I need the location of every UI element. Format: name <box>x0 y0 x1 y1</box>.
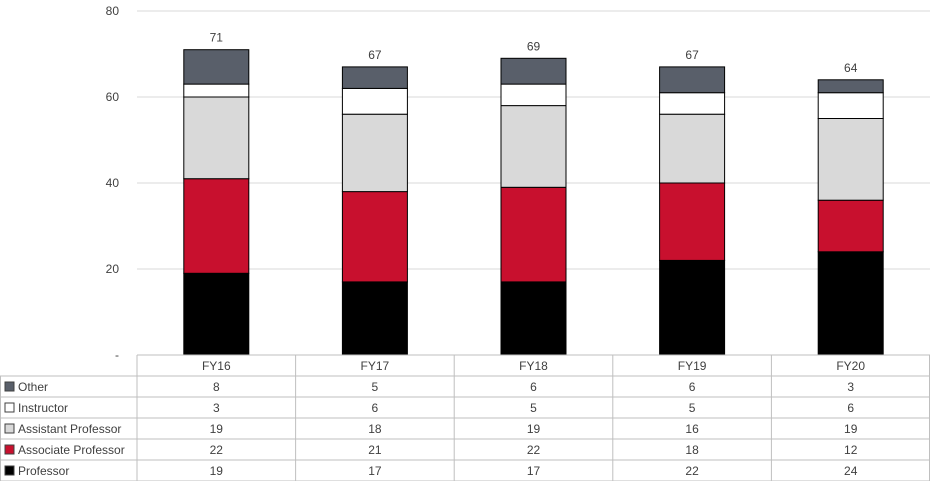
bars <box>183 49 884 356</box>
total-label-fy18: 69 <box>527 39 541 53</box>
table-cell-professor-fy18: 17 <box>527 464 541 478</box>
bar-professor-fy16 <box>183 272 250 356</box>
bar-professor-fy17 <box>341 281 408 356</box>
total-labels: 71 67 69 67 64 <box>210 31 858 75</box>
bar-assistant-professor-fy18 <box>500 105 567 188</box>
y-tick-label: 40 <box>106 176 120 190</box>
bar-associate-professor-fy16 <box>183 178 250 274</box>
bar-associate-professor-fy19 <box>659 182 726 261</box>
table-cell-assistant-professor-fy20: 19 <box>844 422 858 436</box>
x-category-label-fy16: FY16 <box>202 359 231 373</box>
x-category-label-fy18: FY18 <box>519 359 548 373</box>
table-cell-other-fy20: 3 <box>847 380 854 394</box>
x-category-label-fy19: FY19 <box>678 359 707 373</box>
legend-label-assistant-professor: Assistant Professor <box>18 422 121 436</box>
table-cell-associate-professor-fy16: 22 <box>210 443 224 457</box>
table-cell-other-fy19: 6 <box>689 380 696 394</box>
table-cell-professor-fy16: 19 <box>210 464 224 478</box>
table-cell-professor-fy17: 17 <box>368 464 382 478</box>
bar-instructor-fy16 <box>183 83 250 98</box>
bar-instructor-fy20 <box>817 92 884 119</box>
bar-associate-professor-fy20 <box>817 199 884 253</box>
total-label-fy16: 71 <box>210 31 224 45</box>
table-cell-professor-fy20: 24 <box>844 464 858 478</box>
bar-instructor-fy17 <box>341 87 408 115</box>
table-cell-instructor-fy16: 3 <box>213 401 220 415</box>
bar-professor-fy19 <box>659 259 726 356</box>
legend-key-other <box>4 381 15 392</box>
legend-key-instructor <box>4 402 15 413</box>
x-category-label-fy20: FY20 <box>836 359 865 373</box>
bar-instructor-fy18 <box>500 83 567 107</box>
x-category-label-fy17: FY17 <box>361 359 390 373</box>
table-cell-instructor-fy20: 6 <box>847 401 854 415</box>
legend-label-other: Other <box>18 380 48 394</box>
y-tick-label: 20 <box>106 262 120 276</box>
total-label-fy19: 67 <box>685 48 699 62</box>
table-cell-associate-professor-fy20: 12 <box>844 443 858 457</box>
table-cell-instructor-fy18: 5 <box>530 401 537 415</box>
bar-other-fy16 <box>183 49 250 85</box>
table-cell-other-fy16: 8 <box>213 380 220 394</box>
y-tick-label: - <box>115 348 119 362</box>
total-label-fy17: 67 <box>368 48 382 62</box>
bar-professor-fy20 <box>817 251 884 356</box>
table-cell-instructor-fy17: 6 <box>372 401 379 415</box>
table-cell-associate-professor-fy17: 21 <box>368 443 382 457</box>
y-tick-label: 80 <box>106 4 120 18</box>
bar-assistant-professor-fy20 <box>817 118 884 201</box>
table-cell-assistant-professor-fy18: 19 <box>527 422 541 436</box>
y-tick-label: 60 <box>106 90 120 104</box>
table-cell-associate-professor-fy19: 18 <box>685 443 699 457</box>
bar-assistant-professor-fy19 <box>659 113 726 184</box>
legend-label-professor: Professor <box>18 464 69 478</box>
total-label-fy20: 64 <box>844 61 858 75</box>
legend-label-instructor: Instructor <box>18 401 68 415</box>
legend-key-associate-professor <box>4 444 15 455</box>
bar-associate-professor-fy17 <box>341 191 408 283</box>
legend-key-professor <box>4 465 15 476</box>
bar-professor-fy18 <box>500 281 567 356</box>
table-cell-other-fy17: 5 <box>372 380 379 394</box>
legend-key-assistant-professor <box>4 423 15 434</box>
legend-label-associate-professor: Associate Professor <box>18 443 125 457</box>
bar-associate-professor-fy18 <box>500 186 567 283</box>
table-cell-other-fy18: 6 <box>530 380 537 394</box>
table-cell-assistant-professor-fy19: 16 <box>685 422 699 436</box>
bar-assistant-professor-fy16 <box>183 96 250 180</box>
table-cell-professor-fy19: 22 <box>685 464 699 478</box>
table-cell-instructor-fy19: 5 <box>689 401 696 415</box>
table-cell-associate-professor-fy18: 22 <box>527 443 541 457</box>
table-cell-assistant-professor-fy17: 18 <box>368 422 382 436</box>
bar-other-fy19 <box>659 66 726 94</box>
bar-other-fy17 <box>341 66 408 89</box>
bar-assistant-professor-fy17 <box>341 113 408 193</box>
bar-other-fy18 <box>500 57 567 85</box>
bar-instructor-fy19 <box>659 92 726 115</box>
table-cell-assistant-professor-fy16: 19 <box>210 422 224 436</box>
y-axis-tick-labels: - 20 40 60 80 <box>106 4 120 362</box>
data-table: FY16 FY17 FY18 FY19 FY20 Other 8 5 6 6 3 Instructor… <box>0 354 930 481</box>
bar-other-fy20 <box>817 79 884 94</box>
